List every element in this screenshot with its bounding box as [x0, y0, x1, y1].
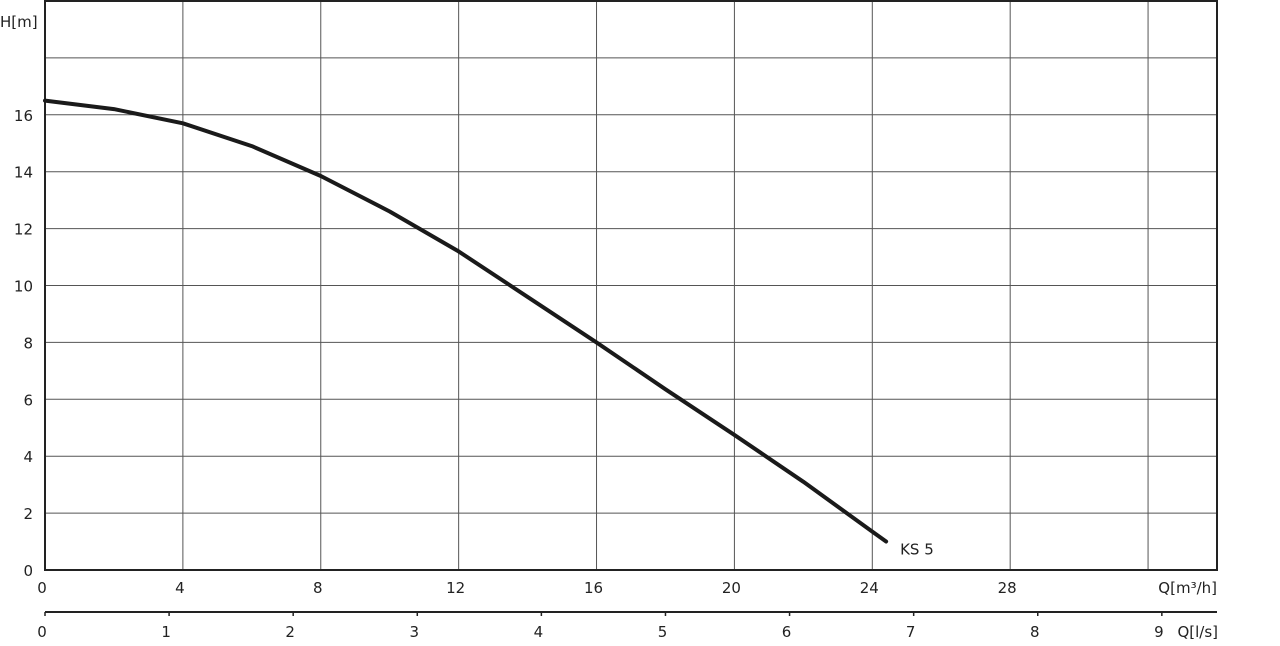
x-secondary-tick-label: 4	[534, 623, 544, 641]
x-tick-label: 28	[998, 579, 1017, 597]
plot-frame	[44, 0, 1218, 571]
series-layer: KS 5	[43, 98, 934, 559]
y-tick-label: 12	[14, 221, 33, 239]
x-secondary-tick-label: 9	[1154, 623, 1164, 641]
series-line-ks5	[43, 98, 889, 544]
x-axis-secondary: 0 1 2 3 4 5 6 7 8 9	[37, 611, 1217, 641]
x-secondary-tick-label: 2	[285, 623, 295, 641]
x-tick-label: 24	[860, 579, 879, 597]
x-axis: 0 4 8 12 16 20 24 28	[37, 579, 1016, 597]
plot-border	[44, 0, 1218, 571]
x-axis-secondary-label: Q[l/s]	[1177, 623, 1218, 641]
y-tick-label: 2	[23, 505, 33, 523]
x-axis-label: Q[m³/h]	[1158, 579, 1217, 597]
x-tick-label: 8	[313, 579, 323, 597]
y-tick-label: 0	[23, 562, 33, 580]
x-secondary-tick-label: 0	[37, 623, 47, 641]
x-tick-label: 20	[722, 579, 741, 597]
y-tick-label: 14	[14, 164, 33, 182]
x-secondary-tick-label: 6	[782, 623, 792, 641]
x-tick-label: 4	[175, 579, 185, 597]
y-axis-label: H[m]	[0, 13, 38, 31]
x-secondary-tick-label: 5	[658, 623, 668, 641]
grid	[45, 1, 1217, 570]
x-tick-label: 12	[446, 579, 465, 597]
x-secondary-tick-label: 3	[410, 623, 420, 641]
y-tick-label: 16	[14, 107, 33, 125]
x-tick-label: 16	[584, 579, 603, 597]
x-secondary-tick-label: 1	[161, 623, 171, 641]
x-secondary-tick-label: 8	[1030, 623, 1040, 641]
y-tick-label: 6	[23, 391, 33, 409]
y-tick-label: 10	[14, 278, 33, 296]
x-tick-label: 0	[37, 579, 47, 597]
y-tick-label: 4	[23, 448, 33, 466]
series-label: KS 5	[900, 541, 934, 559]
y-tick-label: 8	[23, 334, 33, 352]
y-axis: 0 2 4 6 8 10 12 14 16	[14, 107, 33, 580]
x-secondary-tick-label: 7	[906, 623, 916, 641]
